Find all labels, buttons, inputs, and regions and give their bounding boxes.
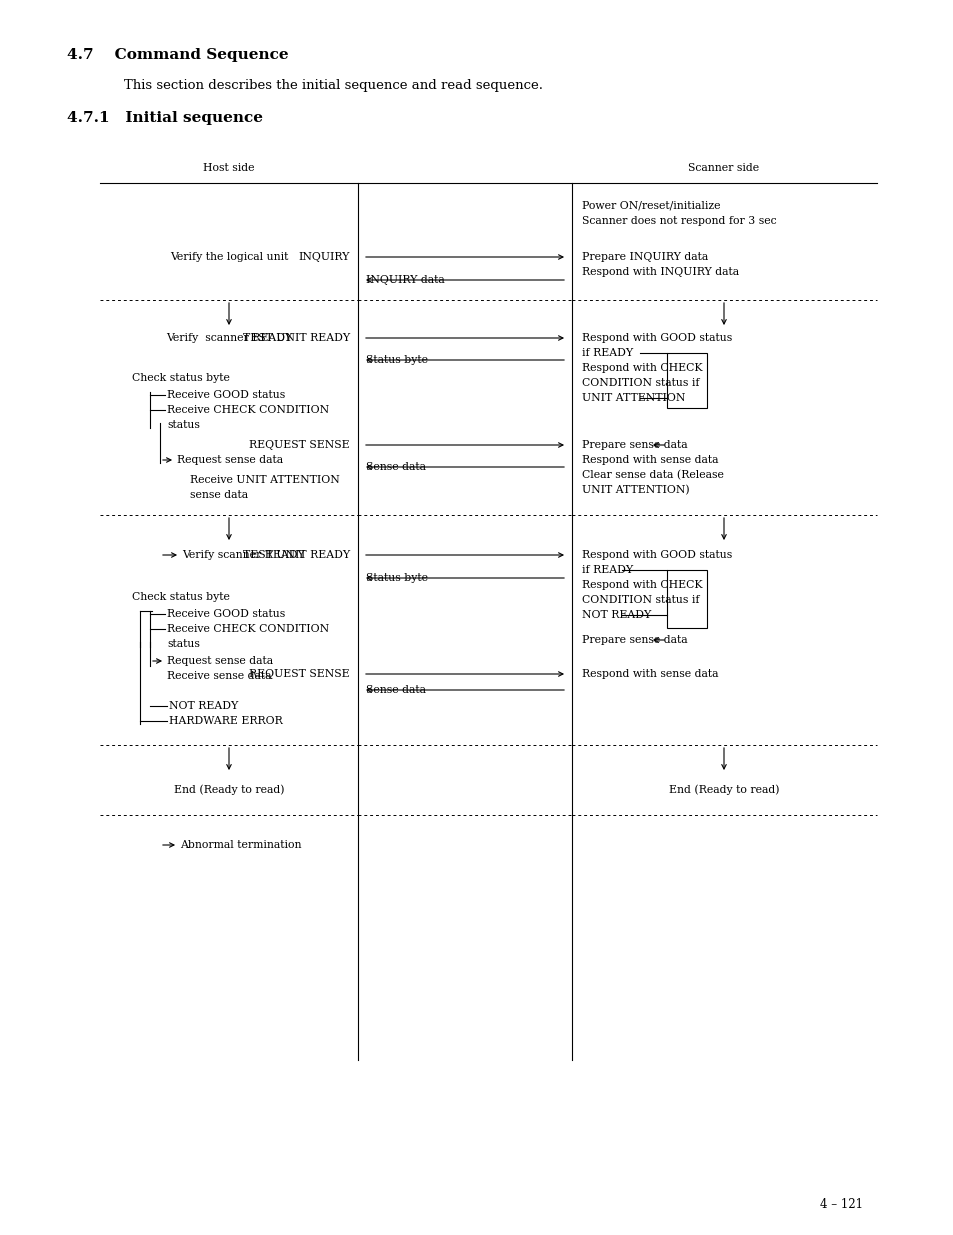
Text: Verify the logical unit: Verify the logical unit [170,252,288,262]
Text: status: status [167,638,200,650]
Text: NOT READY: NOT READY [169,701,238,711]
Text: Check status byte: Check status byte [132,592,230,601]
Text: Receive UNIT ATTENTION: Receive UNIT ATTENTION [190,475,339,485]
Bar [666,353,706,408]
Text: Respond with INQUIRY data: Respond with INQUIRY data [581,267,739,277]
Text: Sense data: Sense data [366,462,426,472]
Text: Request sense data: Request sense data [177,454,283,466]
Text: 4.7    Command Sequence: 4.7 Command Sequence [67,48,289,62]
Text: status: status [167,420,200,430]
Text: TEST UNIT READY: TEST UNIT READY [243,550,350,559]
Text: sense data: sense data [190,490,248,500]
Text: Prepare sense data: Prepare sense data [581,440,687,450]
Text: Receive GOOD status: Receive GOOD status [167,390,285,400]
Text: UNIT ATTENTION): UNIT ATTENTION) [581,485,689,495]
Text: Status byte: Status byte [366,573,428,583]
Text: Respond with CHECK: Respond with CHECK [581,363,702,373]
Text: Receive sense data: Receive sense data [167,671,272,680]
Text: Request sense data: Request sense data [167,656,273,666]
Text: Host side: Host side [203,163,254,173]
Text: HARDWARE ERROR: HARDWARE ERROR [169,716,282,726]
Text: Power ON/reset/initialize: Power ON/reset/initialize [581,200,720,210]
Text: CONDITION status if: CONDITION status if [581,378,699,388]
Bar [666,571,706,629]
Text: Sense data: Sense data [366,685,426,695]
Text: INQUIRY: INQUIRY [298,252,350,262]
Text: Verify scanner READY: Verify scanner READY [182,550,304,559]
Text: if READY: if READY [581,564,633,576]
Text: Clear sense data (Release: Clear sense data (Release [581,469,723,480]
Text: 4.7.1   Initial sequence: 4.7.1 Initial sequence [67,111,263,125]
Text: Respond with CHECK: Respond with CHECK [581,580,702,590]
Text: This section describes the initial sequence and read sequence.: This section describes the initial seque… [124,79,542,91]
Text: INQUIRY data: INQUIRY data [366,275,444,285]
Text: End (Ready to read): End (Ready to read) [668,784,779,795]
Text: Respond with sense data: Respond with sense data [581,669,718,679]
Text: 4 – 121: 4 – 121 [820,1198,862,1212]
Text: TEST UNIT READY: TEST UNIT READY [243,333,350,343]
Text: Receive CHECK CONDITION: Receive CHECK CONDITION [167,624,329,634]
Text: Status byte: Status byte [366,354,428,366]
Text: Scanner does not respond for 3 sec: Scanner does not respond for 3 sec [581,216,776,226]
Text: NOT READY: NOT READY [581,610,651,620]
Text: Scanner side: Scanner side [688,163,759,173]
Text: Prepare sense data: Prepare sense data [581,635,687,645]
Text: Receive GOOD status: Receive GOOD status [167,609,285,619]
Text: Check status byte: Check status byte [132,373,230,383]
Text: UNIT ATTENTION: UNIT ATTENTION [581,393,684,403]
Text: REQUEST SENSE: REQUEST SENSE [249,669,350,679]
Text: Respond with sense data: Respond with sense data [581,454,718,466]
Text: CONDITION status if: CONDITION status if [581,595,699,605]
Text: REQUEST SENSE: REQUEST SENSE [249,440,350,450]
Text: Respond with GOOD status: Respond with GOOD status [581,550,732,559]
Text: Receive CHECK CONDITION: Receive CHECK CONDITION [167,405,329,415]
Text: Respond with GOOD status: Respond with GOOD status [581,333,732,343]
Text: Verify  scanner READY: Verify scanner READY [166,333,292,343]
Text: Prepare INQUIRY data: Prepare INQUIRY data [581,252,707,262]
Text: if READY: if READY [581,348,633,358]
Text: End (Ready to read): End (Ready to read) [173,784,284,795]
Text: Abnormal termination: Abnormal termination [180,840,301,850]
